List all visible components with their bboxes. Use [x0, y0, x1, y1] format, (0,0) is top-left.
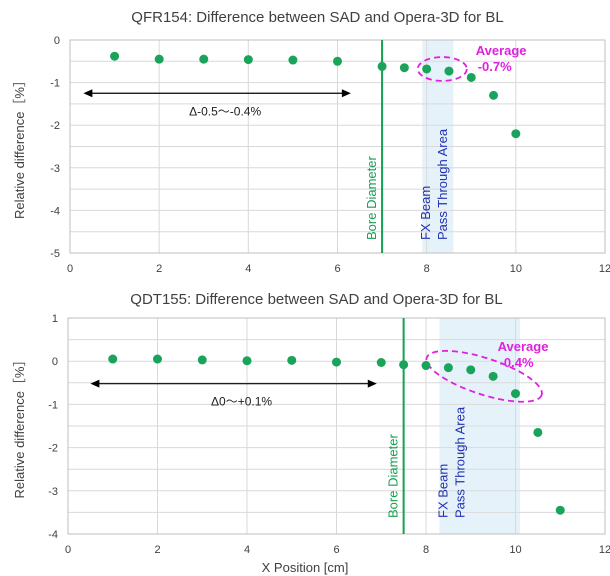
x-tick-label: 4 — [244, 544, 250, 556]
data-point — [377, 61, 387, 71]
x-tick-label: 6 — [334, 263, 340, 275]
data-point — [199, 54, 209, 64]
data-point — [511, 389, 520, 399]
y-tick-label: 0 — [52, 356, 58, 368]
y-axis-label: Relative difference［%］ — [12, 74, 27, 219]
range-label: Δ0～+0.1% — [211, 395, 272, 409]
data-point — [153, 354, 162, 364]
data-point — [422, 64, 432, 74]
chart-title: QFR154: Difference between SAD and Opera… — [131, 9, 503, 26]
chart-qfr154: QFR154: Difference between SAD and Opera… — [12, 9, 610, 275]
data-point — [399, 360, 409, 370]
y-tick-label: -4 — [48, 529, 58, 541]
y-tick-label: 0 — [54, 35, 60, 47]
data-point — [444, 66, 454, 76]
data-point — [466, 365, 476, 375]
data-point — [488, 371, 498, 381]
fx-beam-label: FX Beam — [435, 464, 450, 518]
data-point — [466, 72, 476, 82]
y-tick-label: -5 — [50, 248, 60, 260]
data-point — [333, 56, 342, 66]
x-tick-label: 10 — [510, 263, 522, 275]
y-tick-label: -1 — [48, 399, 58, 411]
range-label: Δ-0.5～-0.4% — [189, 104, 261, 118]
data-point — [376, 357, 386, 367]
data-point — [197, 355, 207, 365]
average-label: Average — [476, 43, 527, 58]
x-tick-label: 0 — [65, 544, 71, 556]
data-point — [287, 355, 297, 365]
x-tick-label: 2 — [154, 544, 160, 556]
x-tick-label: 12 — [599, 544, 610, 556]
y-tick-label: -2 — [50, 120, 60, 132]
chart-qdt155: QDT155: Difference between SAD and Opera… — [12, 291, 610, 575]
data-point — [511, 129, 521, 139]
average-ellipse — [416, 56, 468, 82]
x-tick-label: 8 — [424, 263, 430, 275]
bore-diameter-label: Bore Diameter — [386, 434, 401, 518]
chart-title: QDT155: Difference between SAD and Opera… — [130, 291, 502, 308]
x-tick-label: 8 — [423, 544, 429, 556]
data-point — [533, 427, 543, 437]
x-tick-label: 10 — [509, 544, 521, 556]
x-tick-label: 4 — [245, 263, 251, 275]
range-arrow-head-right — [341, 89, 351, 98]
range-arrow-head-left — [90, 379, 100, 388]
y-tick-label: -4 — [50, 205, 60, 217]
average-label: Average — [498, 339, 549, 354]
x-axis-label: X Position [cm] — [262, 560, 349, 575]
data-point — [443, 363, 453, 373]
y-tick-label: -3 — [48, 486, 58, 498]
average-value-label: -0.4% — [500, 355, 534, 370]
data-point — [288, 55, 298, 65]
average-ellipse — [425, 349, 543, 403]
y-tick-label: 1 — [52, 313, 58, 325]
x-tick-label: 6 — [333, 544, 339, 556]
data-point — [154, 54, 164, 64]
data-point — [489, 90, 499, 100]
x-tick-label: 0 — [67, 263, 73, 275]
y-tick-label: -1 — [50, 78, 60, 90]
x-tick-label: 12 — [599, 263, 610, 275]
pass-through-area-label: Pass Through Area — [452, 406, 467, 518]
range-arrow-head-left — [83, 89, 93, 98]
plot-frame — [67, 317, 606, 535]
data-point — [555, 505, 565, 515]
data-point — [243, 55, 253, 65]
data-point — [399, 63, 409, 73]
data-point — [108, 354, 118, 364]
plot-frame — [69, 39, 606, 254]
data-point — [332, 357, 341, 367]
average-value-label: -0.7% — [478, 59, 512, 74]
fx-beam-label: FX Beam — [418, 186, 433, 240]
y-tick-label: -2 — [48, 443, 58, 455]
data-point — [421, 361, 431, 371]
bore-diameter-label: Bore Diameter — [364, 156, 379, 240]
y-axis-label: Relative difference［%］ — [12, 354, 27, 499]
range-arrow-head-right — [367, 379, 377, 388]
data-point — [242, 356, 252, 366]
data-point — [110, 51, 120, 61]
pass-through-area-label: Pass Through Area — [435, 128, 450, 240]
x-tick-label: 2 — [156, 263, 162, 275]
y-tick-label: -3 — [50, 163, 60, 175]
